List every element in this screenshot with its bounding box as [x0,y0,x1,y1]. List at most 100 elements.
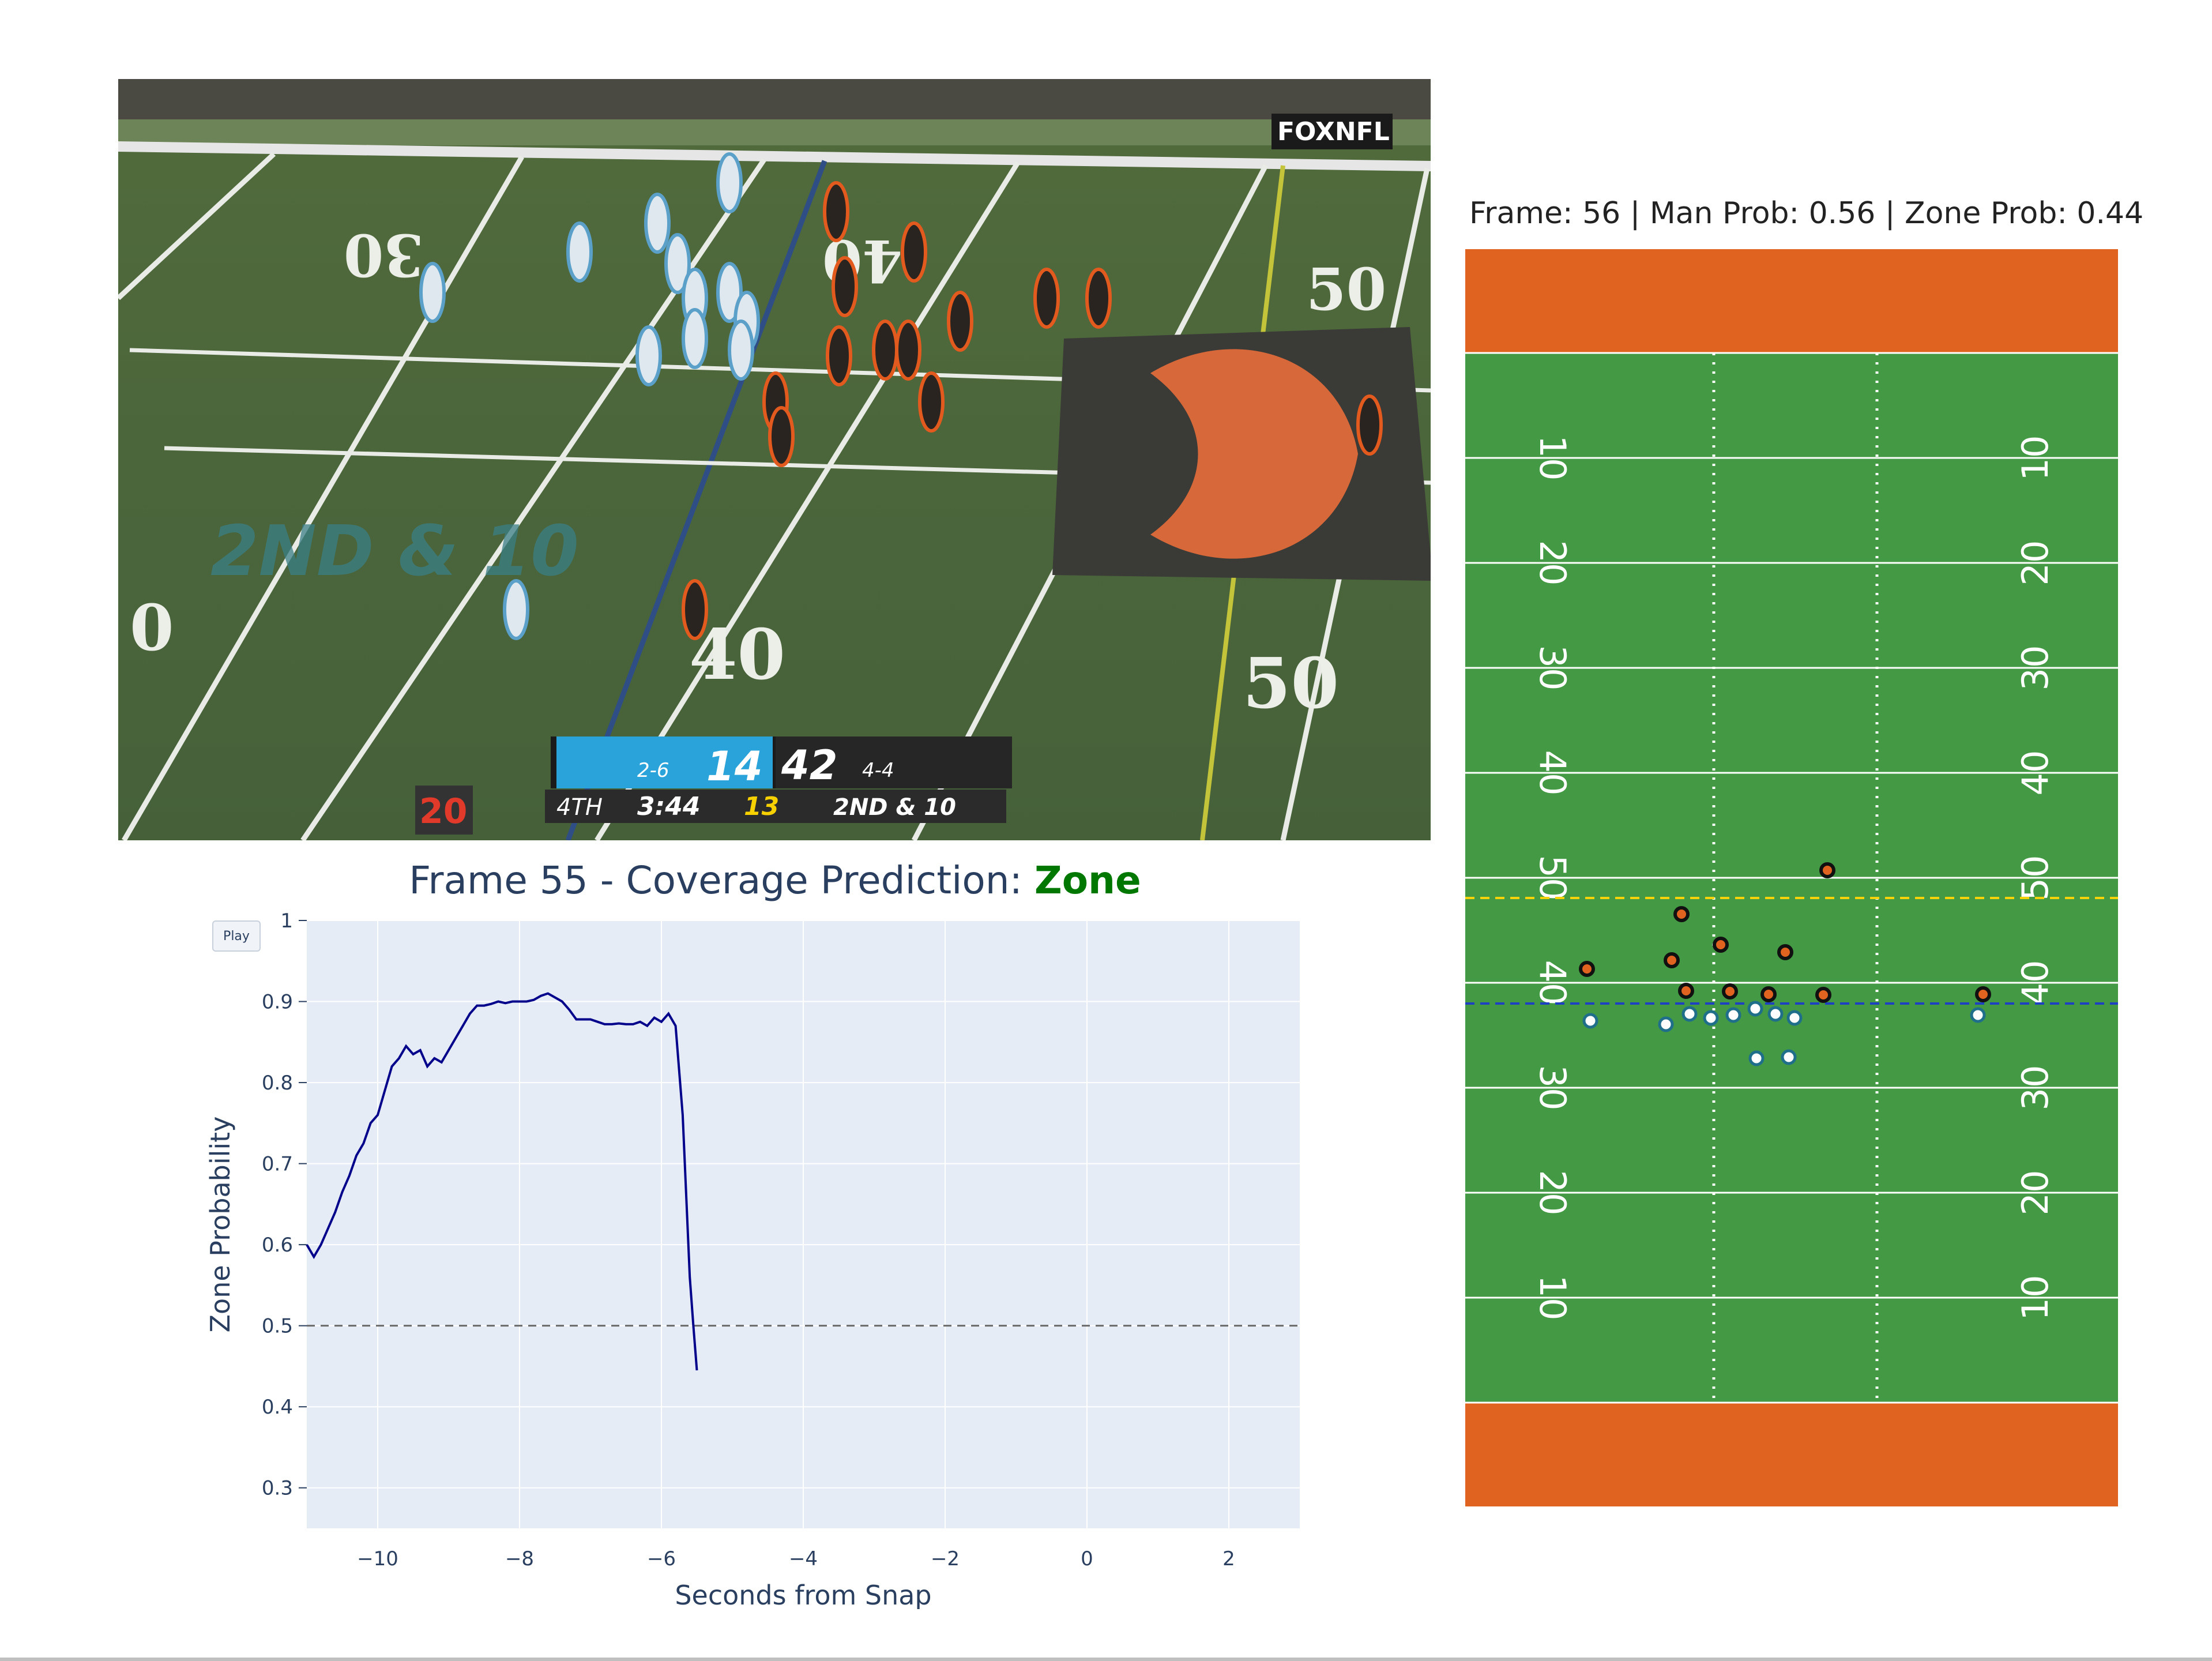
defense-player [1085,268,1112,329]
offense-player [682,308,708,369]
defense-player-marker [1777,944,1793,960]
scorebug: 2-6 14 42 4-4 4TH 3:44 13 2ND & 10 [545,736,1012,823]
defense-player [823,181,849,242]
x-axis-label: Seconds from Snap [675,1580,931,1609]
defense-player-marker [1760,986,1777,1002]
yard-label-left: 30 [1532,645,1574,691]
field-diagram: 10 10 20 20 30 30 40 40 50 50 40 40 30 30 20 20 10 10 [1465,249,2118,1506]
game-clock: 3:44 [637,792,700,821]
turf-yard-number: 30 [344,221,424,289]
bottom-border [0,1658,2212,1661]
home-score: 14 [706,743,762,790]
defense-player-marker [1722,983,1738,999]
grid-lines [307,920,1300,1528]
yard-label-right: 50 [2014,855,2056,901]
defense-player [947,291,973,352]
broadcast-field-image: 2ND & 10 30 40 50 40 50 0 FOXNFL 2-6 14 … [118,79,1431,840]
defense-player-marker [1815,987,1831,1003]
play-button[interactable]: Play [212,920,261,952]
player-markers [1579,862,1991,1066]
turf-yard-number: 50 [1306,255,1386,324]
yard-label-left: 20 [1532,540,1574,586]
defense-player [918,371,945,433]
offense-player-marker [1725,1007,1741,1023]
offense-player [728,320,754,381]
defense-player [768,406,795,467]
away-record: 4-4 [862,759,894,782]
endzone-bottom [1465,1403,2118,1506]
offense-player [664,233,691,294]
chart-title: Frame 55 - Coverage Prediction: Zone [176,858,1374,903]
broadcast-video-frame: 2ND & 10 30 40 50 40 50 0 FOXNFL 2-6 14 … [118,79,1431,840]
offense-player-marker [1786,1010,1803,1026]
network-logo: FOXNFL [1277,117,1390,146]
offense-player-marker [1681,1006,1698,1022]
defense-player-marker [1678,983,1694,999]
offense-player-marker [1970,1007,1986,1023]
defense-player-marker [1975,986,1991,1002]
yard-label-right: 10 [2014,435,2056,481]
offense-player-marker [1767,1006,1784,1022]
bengals-logo-turf [1052,327,1431,581]
y-axis-label: Zone Probability [205,1117,236,1333]
yard-label-left: 30 [1532,1065,1574,1111]
yard-label-right: 40 [2014,960,2056,1006]
turf-yard-number: 50 [1243,643,1339,724]
turf-down-marker: 2ND & 10 [210,512,579,592]
offense-player-marker [1748,1050,1765,1066]
defense-player-marker [1579,961,1595,977]
yard-label-right: 20 [2014,1170,2056,1216]
x-tick-label: −10 [357,1547,398,1570]
defense-player [1356,394,1383,456]
offense-player [503,579,529,640]
yard-label-left: 10 [1532,435,1574,481]
turf-yard-number: 0 [130,591,174,665]
offense-player [566,221,593,283]
yard-label-left: 50 [1532,855,1574,901]
y-tick-label: 0.6 [262,1234,293,1257]
x-tick-label: −4 [789,1547,818,1570]
yard-labels: 10 10 20 20 30 30 40 40 50 50 40 40 30 30 20 20 10 10 [1532,435,2056,1321]
defense-player [901,221,927,283]
x-tick-label: −6 [647,1547,676,1570]
offense-player [635,325,662,386]
defense-player [872,320,898,381]
offense-player [644,193,671,254]
offense-player [419,262,446,323]
defense-player [895,320,921,381]
x-axis-ticks: −10 −8 −6 −4 −2 0 2 [357,1547,1235,1570]
chart-title-prefix: Frame 55 - Coverage Prediction: [409,858,1034,903]
yard-label-right: 30 [2014,645,2056,691]
yard-label-right: 30 [2014,1065,2056,1111]
y-tick-label: 1 [280,910,293,933]
zone-probability-chart: −10 −8 −6 −4 −2 0 2 0.3 0.4 0.5 0.6 0.7 0.8 0.9 1 Sec… [205,910,1300,1609]
offense-player [716,152,743,213]
defense-player [832,256,858,317]
broadcast-offense-players [419,152,760,640]
zone-probability-series [306,992,698,1371]
away-score: 42 [781,742,837,789]
offense-player-marker [1703,1010,1719,1026]
down-and-distance: 2ND & 10 [833,794,956,821]
yard-label-left: 40 [1532,960,1574,1006]
defense-player-marker [1673,906,1690,922]
coverage-prediction-label: Zone [1034,858,1141,903]
yard-label-left: 40 [1532,750,1574,796]
defense-player [826,325,852,386]
x-tick-label: −2 [931,1547,960,1570]
y-tick-label: 0.8 [262,1072,293,1095]
y-tick-label: 0.4 [262,1396,293,1419]
play-clock: 13 [744,792,779,821]
y-axis-ticks: 0.3 0.4 0.5 0.6 0.7 0.8 0.9 1 [262,910,307,1500]
y-tick-label: 0.5 [262,1315,293,1338]
y-tick-label: 0.9 [262,991,293,1014]
defense-player-marker [1713,937,1729,953]
offense-player-marker [1781,1049,1797,1065]
yard-label-right: 40 [2014,750,2056,796]
yard-label-right: 10 [2014,1275,2056,1321]
defense-player-marker [1664,952,1680,968]
x-tick-label: 2 [1222,1547,1235,1570]
offense-player-marker [1658,1016,1674,1032]
field-panel-title: Frame: 56 | Man Prob: 0.56 | Zone Prob: … [1469,196,2144,231]
yard-label-left: 20 [1532,1170,1574,1216]
